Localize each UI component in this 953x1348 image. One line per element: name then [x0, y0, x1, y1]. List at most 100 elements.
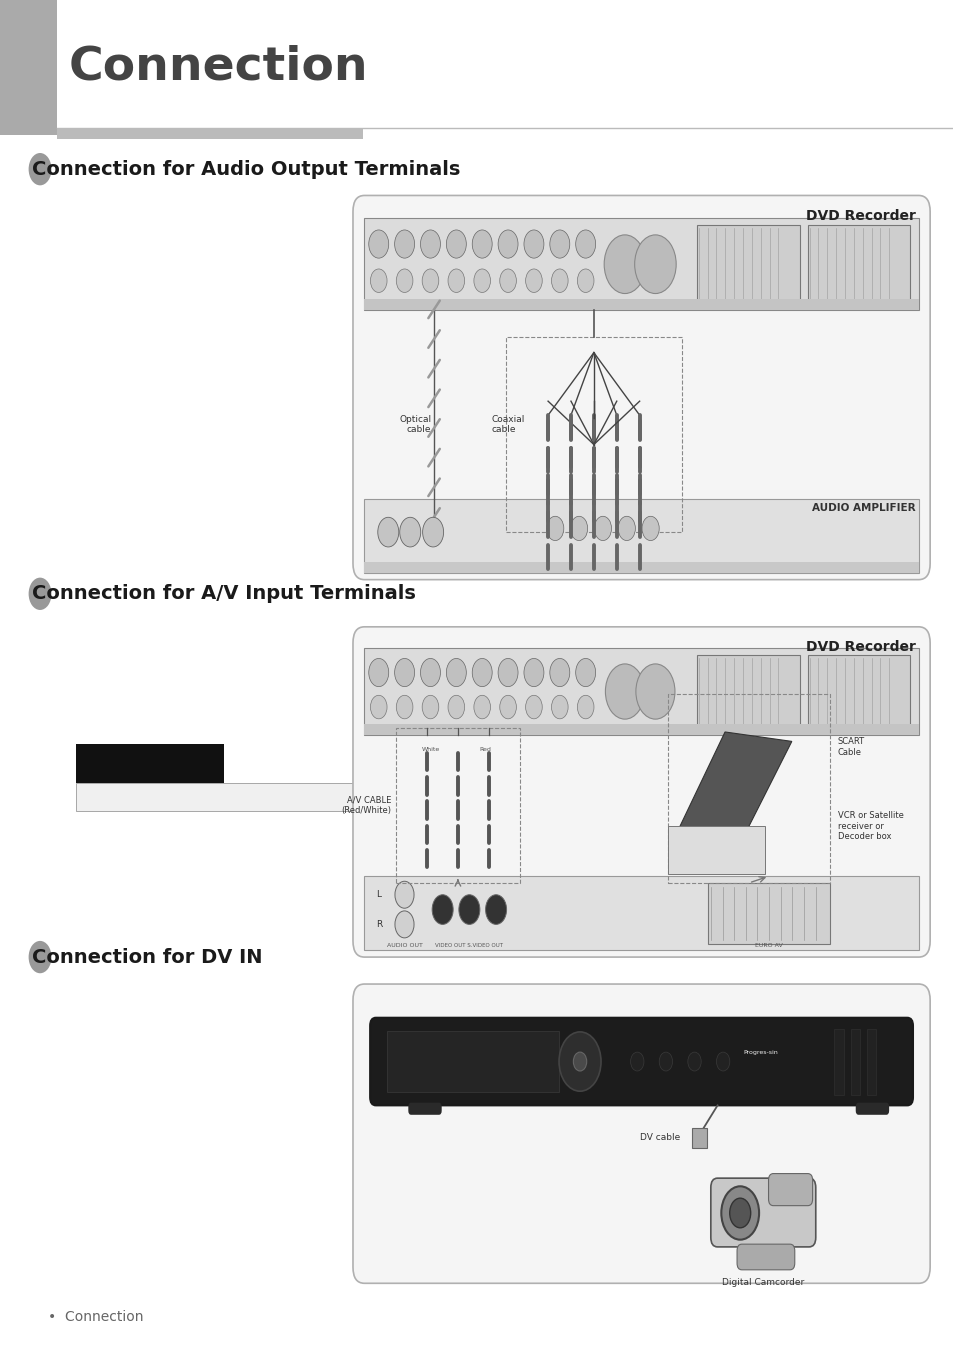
Text: A/V CABLE
(Red/White): A/V CABLE (Red/White): [341, 795, 391, 816]
Circle shape: [370, 696, 387, 718]
Text: R: R: [375, 919, 382, 929]
Text: Optical
cable: Optical cable: [398, 415, 431, 434]
FancyBboxPatch shape: [0, 0, 57, 135]
Circle shape: [395, 231, 415, 257]
FancyBboxPatch shape: [76, 744, 224, 782]
Text: VCR or Satellite
receiver or
Decoder box: VCR or Satellite receiver or Decoder box: [837, 811, 902, 841]
FancyBboxPatch shape: [866, 1029, 876, 1095]
FancyBboxPatch shape: [408, 1103, 441, 1115]
Circle shape: [472, 658, 492, 686]
FancyBboxPatch shape: [364, 648, 918, 735]
FancyBboxPatch shape: [364, 724, 918, 735]
Circle shape: [432, 895, 453, 925]
FancyBboxPatch shape: [364, 499, 918, 573]
Circle shape: [729, 1198, 750, 1228]
FancyBboxPatch shape: [833, 1029, 842, 1095]
Circle shape: [370, 270, 387, 293]
FancyBboxPatch shape: [364, 299, 918, 310]
Circle shape: [716, 1051, 729, 1070]
Circle shape: [546, 516, 563, 541]
Circle shape: [29, 577, 51, 609]
Circle shape: [446, 658, 466, 686]
Circle shape: [499, 696, 516, 718]
Circle shape: [399, 518, 420, 547]
Circle shape: [497, 231, 517, 257]
Circle shape: [577, 270, 594, 293]
Circle shape: [603, 235, 645, 294]
Circle shape: [474, 270, 490, 293]
Text: AUDIO OUT: AUDIO OUT: [386, 942, 422, 948]
Circle shape: [594, 516, 611, 541]
Circle shape: [395, 658, 415, 686]
Circle shape: [525, 696, 541, 718]
Text: Connection for Audio Output Terminals: Connection for Audio Output Terminals: [32, 159, 460, 179]
FancyBboxPatch shape: [691, 1128, 706, 1148]
Circle shape: [605, 665, 644, 718]
Circle shape: [523, 231, 543, 257]
Circle shape: [641, 516, 659, 541]
Text: White: White: [421, 747, 439, 752]
Circle shape: [395, 911, 414, 938]
Circle shape: [395, 696, 413, 718]
Circle shape: [395, 270, 413, 293]
Circle shape: [377, 518, 398, 547]
Circle shape: [549, 231, 569, 257]
Circle shape: [446, 231, 466, 257]
Circle shape: [577, 696, 594, 718]
Circle shape: [549, 658, 569, 686]
Circle shape: [573, 1051, 586, 1070]
FancyBboxPatch shape: [855, 1103, 888, 1115]
Circle shape: [636, 665, 675, 718]
Circle shape: [369, 658, 388, 686]
FancyBboxPatch shape: [370, 1018, 912, 1105]
FancyBboxPatch shape: [697, 655, 799, 728]
Text: SCART
Cable: SCART Cable: [837, 737, 863, 756]
FancyBboxPatch shape: [57, 0, 953, 121]
Text: Digital Camcorder: Digital Camcorder: [721, 1278, 803, 1287]
Circle shape: [570, 516, 587, 541]
Circle shape: [458, 895, 479, 925]
Circle shape: [497, 658, 517, 686]
Text: L: L: [375, 890, 380, 899]
Circle shape: [485, 895, 506, 925]
Circle shape: [525, 270, 541, 293]
Text: EURO AV: EURO AV: [755, 942, 782, 948]
FancyBboxPatch shape: [850, 1029, 860, 1095]
Text: DVD Recorder: DVD Recorder: [805, 640, 915, 654]
Circle shape: [448, 696, 464, 718]
FancyBboxPatch shape: [57, 128, 362, 139]
FancyBboxPatch shape: [364, 876, 918, 950]
FancyBboxPatch shape: [667, 826, 764, 874]
Circle shape: [422, 518, 443, 547]
FancyBboxPatch shape: [697, 225, 799, 303]
FancyBboxPatch shape: [768, 1174, 812, 1205]
Circle shape: [472, 231, 492, 257]
FancyBboxPatch shape: [353, 984, 929, 1283]
Text: AUDIO AMPLIFIER: AUDIO AMPLIFIER: [811, 503, 915, 512]
Text: Connection: Connection: [69, 44, 368, 90]
Circle shape: [420, 231, 440, 257]
FancyBboxPatch shape: [76, 782, 434, 810]
Circle shape: [29, 941, 51, 973]
Circle shape: [448, 270, 464, 293]
Circle shape: [575, 658, 595, 686]
Circle shape: [29, 154, 51, 185]
Circle shape: [395, 882, 414, 909]
FancyBboxPatch shape: [364, 562, 918, 573]
Text: DVD Recorder: DVD Recorder: [805, 209, 915, 222]
Circle shape: [420, 658, 440, 686]
Circle shape: [630, 1051, 643, 1070]
Text: Connection for A/V Input Terminals: Connection for A/V Input Terminals: [32, 584, 416, 604]
FancyBboxPatch shape: [387, 1031, 558, 1092]
Circle shape: [558, 1033, 600, 1092]
Circle shape: [523, 658, 543, 686]
Circle shape: [474, 696, 490, 718]
Text: Red: Red: [478, 747, 491, 752]
Circle shape: [422, 696, 438, 718]
Circle shape: [499, 270, 516, 293]
FancyBboxPatch shape: [737, 1244, 794, 1270]
Circle shape: [551, 696, 568, 718]
FancyBboxPatch shape: [707, 883, 829, 944]
Text: VIDEO OUT S.VIDEO OUT: VIDEO OUT S.VIDEO OUT: [435, 942, 503, 948]
FancyBboxPatch shape: [364, 218, 918, 310]
